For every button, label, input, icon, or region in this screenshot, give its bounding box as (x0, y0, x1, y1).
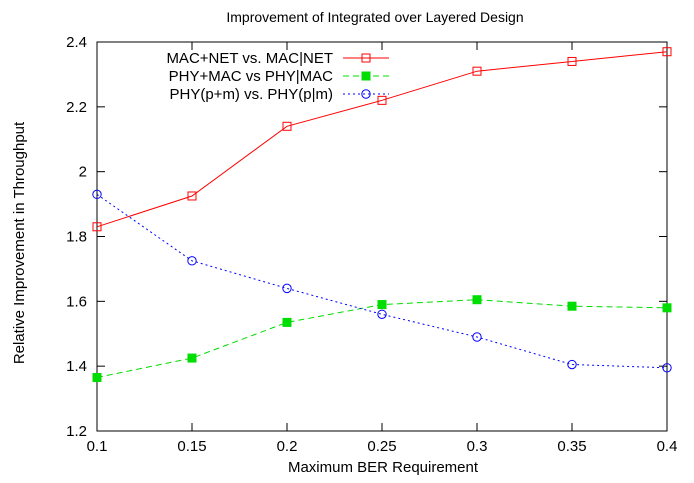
data-point (662, 303, 672, 313)
chart-title: Improvement of Integrated over Layered D… (226, 9, 523, 25)
data-point (92, 222, 102, 232)
data-point (472, 295, 482, 305)
series-line (96, 299, 668, 378)
x-tick-label: 0.3 (467, 438, 488, 455)
y-tick-label: 1.4 (66, 358, 87, 375)
y-axis-label: Relative Improvement in Throughput (11, 121, 28, 364)
x-tick-label: 0.25 (367, 438, 396, 455)
x-tick-label: 0.4 (657, 438, 678, 455)
series-line (96, 193, 668, 369)
data-point (377, 309, 387, 319)
data-point (92, 373, 102, 383)
legend-marker (361, 71, 371, 81)
series-2 (92, 295, 672, 383)
data-point (92, 189, 102, 200)
y-tick-label: 1.6 (66, 293, 87, 310)
data-point (472, 66, 482, 76)
data-point (282, 317, 292, 327)
y-tick-label: 2 (79, 164, 87, 181)
data-point (187, 353, 197, 363)
series-1 (92, 47, 672, 232)
legend-entry: PHY+MAC vs PHY|MAC (169, 68, 389, 85)
x-tick-label: 0.15 (177, 438, 206, 455)
x-tick-label: 0.1 (87, 438, 108, 455)
series-line (96, 51, 668, 228)
data-point (662, 363, 672, 373)
data-point (472, 332, 482, 342)
legend-label: MAC+NET vs. MAC|NET (166, 50, 333, 67)
data-point (187, 256, 197, 266)
legend-label: PHY+MAC vs PHY|MAC (169, 68, 334, 85)
data-point (282, 121, 292, 131)
legend-label: PHY(p+m) vs. PHY(p|m) (170, 86, 334, 103)
x-tick-label: 0.2 (277, 438, 298, 455)
x-axis-label: Maximum BER Requirement (288, 459, 479, 476)
plot-area: 0.1 0.15 0.2 0.25 0.3 0.35 0.4 1.2 1.4 1.6 1.8 2 2.2… (66, 34, 677, 455)
data-point (567, 359, 577, 370)
data-point (187, 191, 197, 201)
data-point (282, 283, 292, 294)
y-tick-label: 2.2 (66, 99, 87, 116)
data-point (567, 56, 577, 66)
data-point (567, 301, 577, 311)
legend-marker (361, 53, 371, 63)
legend-marker (361, 89, 371, 99)
data-point (377, 300, 387, 310)
x-tick-label: 0.35 (557, 438, 586, 455)
data-point (662, 47, 672, 57)
legend-entry: PHY(p+m) vs. PHY(p|m) (170, 86, 389, 103)
y-tick-label: 1.2 (66, 423, 87, 440)
y-tick-label: 2.4 (66, 34, 87, 51)
data-point (377, 95, 387, 105)
series-3 (92, 189, 672, 373)
y-tick-label: 1.8 (66, 229, 87, 246)
legend-entry: MAC+NET vs. MAC|NET (166, 50, 389, 67)
